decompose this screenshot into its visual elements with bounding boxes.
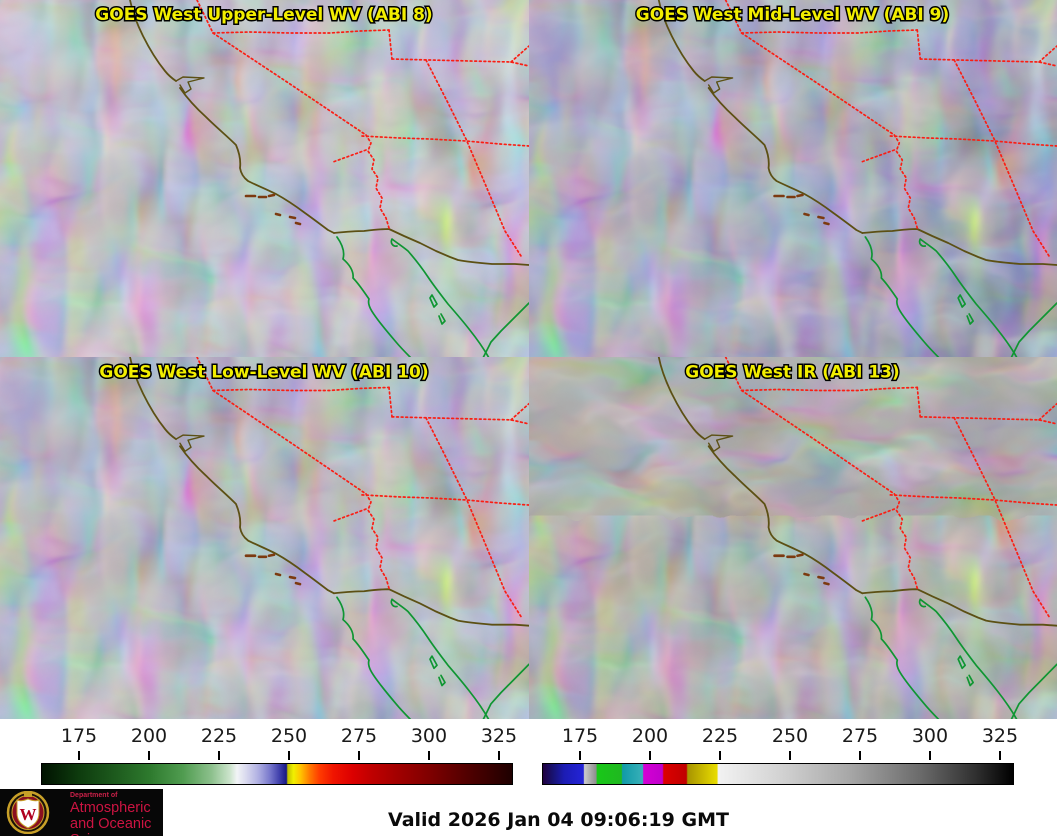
panel-grid: GOES West Upper-Level WV (ABI 8) xyxy=(0,0,1057,719)
uw-crest-icon: W xyxy=(6,791,50,834)
colorbar-tick-mark xyxy=(77,751,80,760)
footer: 175 200 225 250 275 300 325 175 200 225 250 275 300… xyxy=(0,719,1057,836)
crest-monogram: W xyxy=(20,805,37,824)
panel-title: GOES West Low-Level WV (ABI 10) xyxy=(99,362,428,382)
colorbar-tick-mark xyxy=(788,751,791,760)
panel-low-level-wv: GOES West Low-Level WV (ABI 10) xyxy=(0,357,529,719)
colorbar-tick-mark xyxy=(998,751,1001,760)
wv-colorbar-ticks: 175 200 225 250 275 300 325 xyxy=(41,725,517,763)
ir-colorbar: 175 200 225 250 275 300 325 xyxy=(542,725,1018,785)
colorbar-tick-label: 250 xyxy=(270,725,308,747)
colorbar-tick-label: 225 xyxy=(200,725,238,747)
ir-colorbar-gradient xyxy=(542,763,1014,785)
panel-title: GOES West IR (ABI 13) xyxy=(685,362,899,382)
panel-upper-level-wv: GOES West Upper-Level WV (ABI 8) xyxy=(0,0,529,357)
satellite-image-abi9: GOES West Mid-Level WV (ABI 9) xyxy=(529,0,1057,357)
valid-timestamp: Valid 2026 Jan 04 09:06:19 GMT xyxy=(388,809,729,831)
colorbar-tick-mark xyxy=(578,751,581,760)
colorbar-tick-label: 275 xyxy=(340,725,378,747)
uw-aos-logo: W Department of Atmospheric and Oceanic … xyxy=(0,789,163,836)
colorbar-tick-mark xyxy=(147,751,150,760)
colorbar-tick-mark xyxy=(858,751,861,760)
ir-colorbar-ticks: 175 200 225 250 275 300 325 xyxy=(542,725,1018,763)
colorbar-tick-mark xyxy=(928,751,931,760)
colorbar-tick-mark xyxy=(497,751,500,760)
colorbar-tick-label: 250 xyxy=(771,725,809,747)
panel-title: GOES West Upper-Level WV (ABI 8) xyxy=(95,5,432,25)
logo-line2: and Oceanic Sciences xyxy=(70,815,152,836)
colorbar-tick-mark xyxy=(287,751,290,760)
colorbar-tick-label: 325 xyxy=(981,725,1019,747)
logo-line1: Atmospheric xyxy=(70,799,151,816)
colorbar-tick-label: 300 xyxy=(410,725,448,747)
panel-title: GOES West Mid-Level WV (ABI 9) xyxy=(636,5,949,25)
wv-colorbar-gradient xyxy=(41,763,513,785)
satellite-image-abi13: GOES West IR (ABI 13) xyxy=(529,357,1057,719)
colorbar-tick-mark xyxy=(357,751,360,760)
colorbar-tick-mark xyxy=(217,751,220,760)
wv-colorbar: 175 200 225 250 275 300 325 xyxy=(41,725,517,785)
colorbar-tick-label: 300 xyxy=(911,725,949,747)
logo-dept-line: Department of xyxy=(70,792,118,799)
colorbar-tick-label: 275 xyxy=(841,725,879,747)
colorbar-tick-mark xyxy=(427,751,430,760)
satellite-image-abi8: GOES West Upper-Level WV (ABI 8) xyxy=(0,0,529,357)
colorbar-tick-label: 200 xyxy=(631,725,669,747)
colorbar-tick-label: 225 xyxy=(701,725,739,747)
panel-mid-level-wv: GOES West Mid-Level WV (ABI 9) xyxy=(529,0,1057,357)
panel-ir: GOES West IR (ABI 13) xyxy=(529,357,1057,719)
colorbar-tick-label: 200 xyxy=(130,725,168,747)
colorbar-tick-mark xyxy=(718,751,721,760)
colorbar-tick-label: 325 xyxy=(480,725,518,747)
colorbar-tick-mark xyxy=(648,751,651,760)
colorbar-tick-label: 175 xyxy=(561,725,599,747)
satellite-image-abi10: GOES West Low-Level WV (ABI 10) xyxy=(0,357,529,719)
colorbar-tick-label: 175 xyxy=(60,725,98,747)
